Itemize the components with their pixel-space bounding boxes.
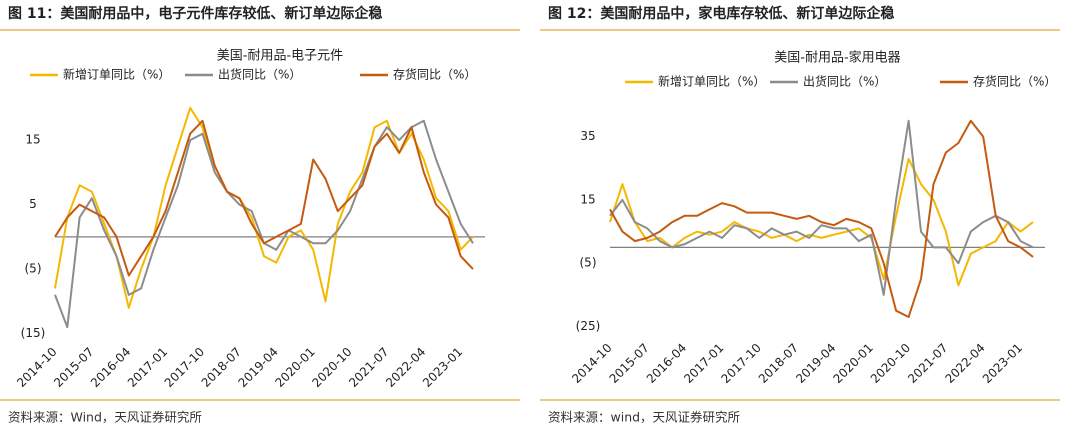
y-tick-label: 15 — [25, 133, 40, 147]
figure-title: 图 11：美国耐用品中，电子元件库存较低、新订单边际企稳 — [8, 5, 382, 22]
x-tick-label: 2019-04 — [236, 345, 281, 390]
y-tick-label: 35 — [580, 129, 595, 143]
x-tick-label: 2016-04 — [88, 345, 133, 390]
source: 资料来源：Wind，天风证券研究所 — [8, 410, 202, 425]
y-tick-label: (5) — [580, 256, 597, 270]
x-tick-label: 2022-04 — [942, 341, 987, 386]
legend-label: 存货同比（%） — [973, 74, 1056, 89]
legend-label: 存货同比（%） — [393, 67, 476, 82]
x-tick-label: 2018-07 — [756, 341, 801, 386]
series-line — [54, 119, 474, 329]
series-line — [609, 119, 1034, 318]
series-line — [609, 119, 1034, 296]
y-tick-label: (5) — [25, 262, 42, 276]
chart-title: 美国-耐用品-电子元件 — [217, 49, 343, 64]
x-tick-label: 2022-04 — [383, 345, 428, 390]
series-line — [54, 119, 474, 277]
x-tick-label: 2023-01 — [980, 341, 1025, 386]
panel: 图 12：美国耐用品中，家电库存较低、新订单边际企稳美国-耐用品-家用电器资料来… — [540, 5, 1060, 425]
x-tick-label: 2020-01 — [831, 341, 876, 386]
x-tick-label: 2017-10 — [162, 345, 207, 390]
legend-label: 新增订单同比（%） — [63, 67, 170, 82]
x-tick-label: 2020-01 — [272, 345, 317, 390]
x-tick-label: 2014-10 — [14, 345, 59, 390]
series-line — [609, 157, 1034, 287]
x-tick-label: 2015-07 — [607, 341, 652, 386]
figure-title: 图 12：美国耐用品中，家电库存较低、新订单边际企稳 — [548, 5, 894, 22]
legend-label: 出货同比（%） — [803, 74, 886, 89]
y-tick-label: 15 — [580, 192, 595, 206]
x-tick-label: 2020-10 — [309, 345, 354, 390]
x-tick-label: 2020-10 — [868, 341, 913, 386]
source: 资料来源：wind，天风证券研究所 — [548, 410, 740, 425]
x-tick-label: 2016-04 — [644, 341, 689, 386]
x-tick-label: 2018-07 — [199, 345, 244, 390]
y-tick-label: (15) — [21, 326, 46, 340]
x-tick-label: 2017-01 — [681, 341, 726, 386]
y-tick-label: 5 — [29, 197, 37, 211]
x-tick-label: 2021-07 — [905, 341, 950, 386]
x-tick-label: 2015-07 — [51, 345, 96, 390]
x-tick-label: 2021-07 — [346, 345, 391, 390]
legend-label: 出货同比（%） — [218, 67, 301, 82]
legend-label: 新增订单同比（%） — [658, 74, 765, 89]
x-tick-label: 2017-10 — [719, 341, 764, 386]
x-tick-label: 2023-01 — [420, 345, 465, 390]
x-tick-label: 2019-04 — [793, 341, 838, 386]
x-tick-label: 2017-01 — [125, 345, 170, 390]
panel: 图 11：美国耐用品中，电子元件库存较低、新订单边际企稳美国-耐用品-电子元件资… — [0, 5, 520, 425]
series-line — [54, 106, 474, 309]
x-tick-label: 2014-10 — [569, 341, 614, 386]
y-tick-label: (25) — [576, 319, 601, 333]
chart-title: 美国-耐用品-家用电器 — [774, 50, 900, 66]
